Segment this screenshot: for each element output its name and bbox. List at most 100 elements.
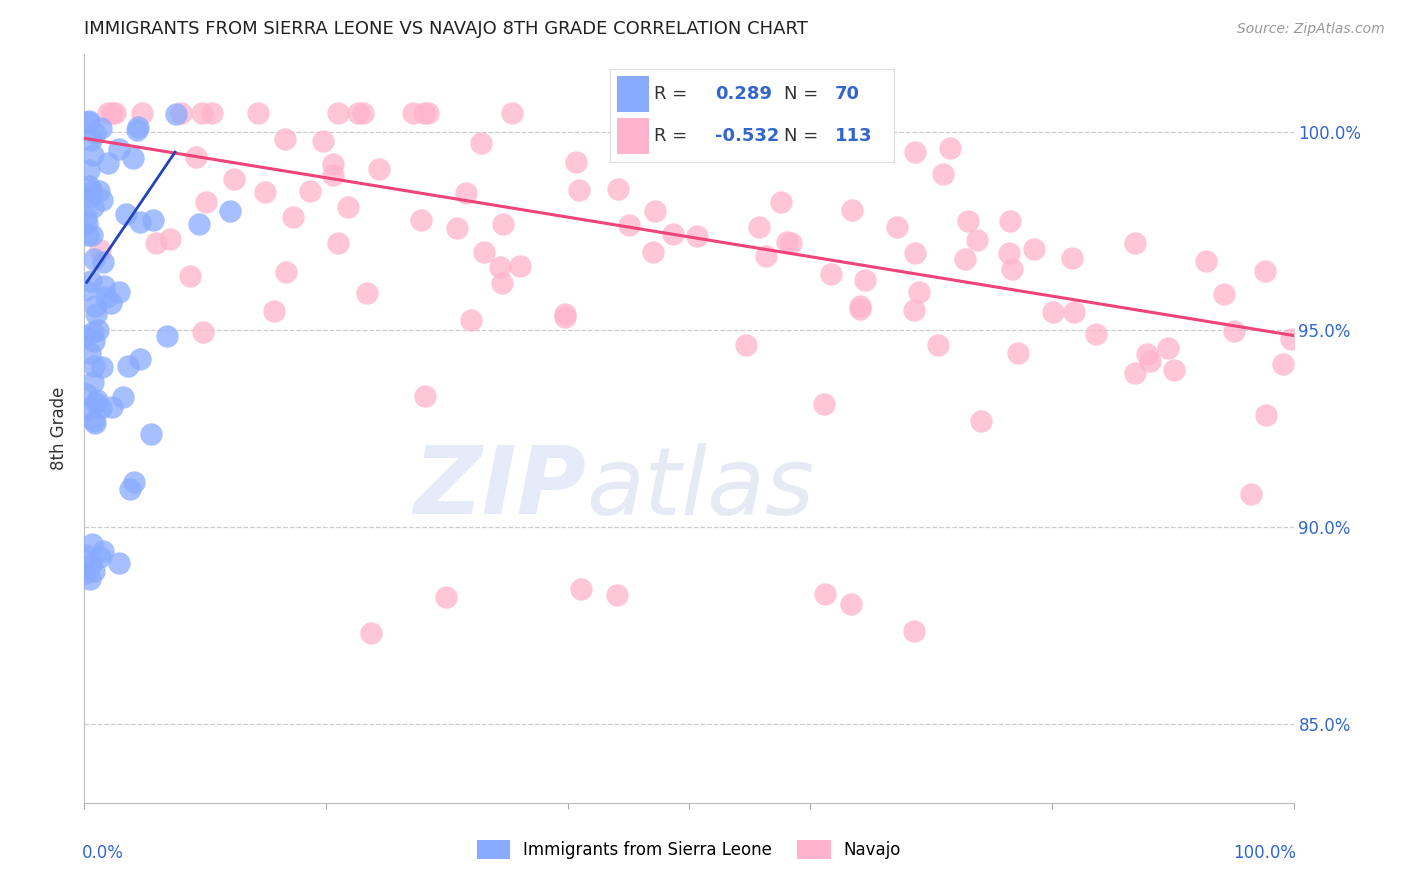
Point: [927, 338, 949, 352]
Point: [83, 359, 105, 373]
Point: [83, 334, 105, 349]
Point: [554, 307, 576, 321]
Point: [84, 308, 107, 322]
Point: [606, 181, 628, 195]
Text: ZIP: ZIP: [413, 442, 586, 534]
Point: [112, 390, 135, 404]
Point: [80, 133, 103, 147]
Point: [820, 267, 842, 281]
Point: [125, 123, 148, 137]
Point: [90, 401, 112, 415]
Point: [748, 219, 770, 234]
Text: Source: ZipAtlas.com: Source: ZipAtlas.com: [1237, 22, 1385, 37]
Point: [434, 590, 457, 604]
Point: [509, 259, 531, 273]
Point: [966, 233, 988, 247]
Point: [75, 387, 97, 401]
Point: [83, 252, 105, 266]
Point: [322, 157, 344, 171]
Point: [131, 105, 153, 120]
Point: [1139, 354, 1161, 368]
Point: [83, 564, 105, 578]
Point: [411, 213, 433, 227]
Y-axis label: 8th Grade: 8th Grade: [51, 386, 69, 470]
Point: [82, 184, 104, 198]
Point: [754, 249, 776, 263]
Point: [75, 283, 97, 297]
Point: [129, 215, 152, 229]
Point: [1279, 333, 1302, 347]
Point: [356, 285, 378, 300]
Point: [1272, 358, 1295, 372]
Point: [347, 105, 370, 120]
Point: [326, 235, 349, 250]
Point: [274, 265, 297, 279]
Point: [1042, 305, 1064, 319]
Point: [903, 145, 925, 159]
Point: [501, 105, 523, 120]
Point: [1001, 261, 1024, 276]
Point: [94, 290, 117, 304]
Point: [139, 427, 162, 442]
Point: [254, 185, 277, 199]
Point: [84, 416, 107, 430]
Point: [89, 550, 111, 565]
Point: [75, 210, 97, 224]
Point: [142, 212, 165, 227]
Point: [169, 105, 191, 120]
Point: [75, 548, 97, 562]
Point: [848, 299, 870, 313]
Point: [413, 105, 436, 120]
Point: [903, 302, 925, 317]
Point: [263, 304, 285, 318]
Point: [998, 214, 1021, 228]
Point: [360, 625, 382, 640]
Point: [103, 105, 125, 120]
Point: [84, 396, 107, 410]
Point: [186, 150, 208, 164]
Point: [1256, 408, 1278, 422]
Point: [886, 219, 908, 234]
Point: [568, 183, 591, 197]
Point: [75, 566, 97, 580]
Point: [145, 236, 167, 251]
Point: [1254, 264, 1277, 278]
Point: [813, 397, 835, 411]
Point: [179, 268, 201, 283]
Point: [413, 389, 436, 403]
Point: [100, 295, 122, 310]
Point: [641, 245, 664, 260]
Point: [938, 140, 960, 154]
Point: [776, 235, 799, 250]
Point: [769, 195, 792, 210]
Point: [191, 105, 214, 120]
Point: [89, 243, 111, 257]
Point: [904, 246, 927, 260]
Point: [82, 148, 104, 162]
Point: [931, 167, 953, 181]
Point: [77, 114, 100, 128]
Point: [489, 260, 512, 274]
Point: [86, 323, 108, 337]
Point: [82, 228, 104, 243]
Point: [79, 346, 101, 360]
Point: [122, 152, 145, 166]
Point: [82, 375, 104, 389]
Point: [87, 184, 110, 198]
Legend: Immigrants from Sierra Leone, Navajo: Immigrants from Sierra Leone, Navajo: [470, 833, 908, 865]
Point: [118, 483, 141, 497]
Point: [83, 415, 105, 429]
Point: [1212, 286, 1234, 301]
Point: [1123, 367, 1146, 381]
Point: [779, 235, 801, 250]
Point: [117, 359, 139, 374]
Point: [853, 273, 876, 287]
Point: [998, 246, 1021, 260]
Point: [91, 544, 114, 558]
Point: [90, 360, 112, 375]
Point: [100, 401, 122, 415]
Point: [1085, 326, 1108, 341]
Point: [82, 325, 104, 339]
Point: [460, 312, 482, 326]
Point: [127, 120, 149, 135]
